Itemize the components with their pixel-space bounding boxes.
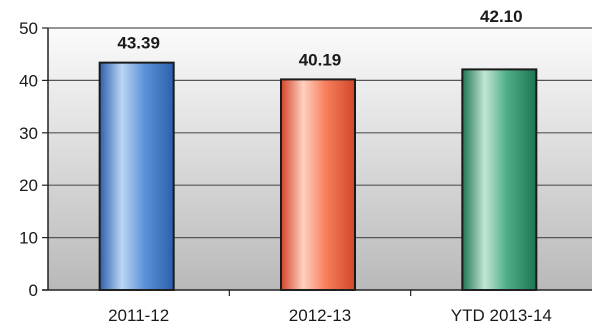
data-label: 42.10 [480, 7, 523, 26]
y-axis-ticks: 0 10 20 30 40 50 [19, 19, 48, 300]
data-label: 43.39 [117, 34, 160, 53]
data-label: 40.19 [299, 50, 342, 69]
bar-2012-13 [280, 78, 356, 291]
bars [98, 61, 538, 291]
y-tick-label: 0 [29, 281, 38, 300]
category-label: 2011-12 [108, 306, 169, 325]
y-tick-label: 50 [19, 19, 38, 38]
y-tick-label: 20 [19, 176, 38, 195]
y-tick-label: 40 [19, 71, 38, 90]
category-label: 2012-13 [289, 306, 351, 325]
y-tick-label: 30 [19, 124, 38, 143]
bar-2011-12 [98, 61, 175, 291]
data-labels: 43.39 40.19 42.10 [117, 7, 522, 69]
category-labels: 2011-12 2012-13 YTD 2013-14 [108, 290, 552, 325]
bar-ytd-2013-14 [461, 68, 538, 291]
y-tick-label: 10 [19, 229, 38, 248]
category-label: YTD 2013-14 [451, 306, 552, 325]
